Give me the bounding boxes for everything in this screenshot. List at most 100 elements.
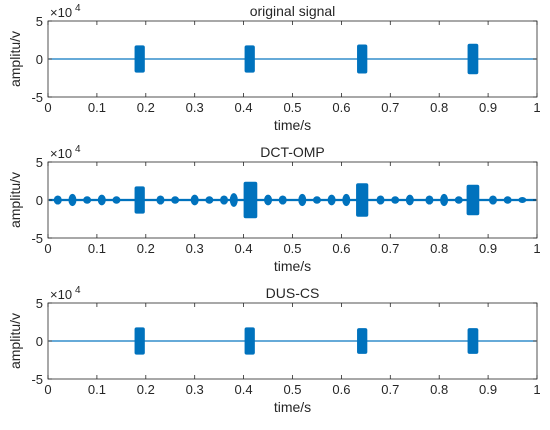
signal-series [49,327,536,355]
x-tick-label: 0.3 [186,100,204,115]
chart-panel-3: 0 0.1 0.2 0.3 0.4 0.5 0.6 0.7 0.8 0.9 150-5×10 4 DUS… [7,285,541,415]
signal-burst [243,181,258,219]
signal-burst [134,45,145,73]
x-tick-label: 0.8 [430,241,448,256]
chart-panel-2: 0 0.1 0.2 0.3 0.4 0.5 0.6 0.7 0.8 0.9 150-5×10 4 DCT… [7,144,541,274]
y-tick-label: 0 [36,334,43,349]
y-multiplier: ×10 [50,287,72,302]
noise-burst [425,195,434,205]
noise-burst [327,194,336,206]
signal-burst [467,328,479,354]
x-tick-label: 0 [44,241,51,256]
noise-burst [488,195,497,205]
x-tick-label: 0.1 [88,382,106,397]
noise-burst [391,196,400,204]
y-tick-label: 5 [36,14,43,29]
x-tick-label: 0.7 [381,241,399,256]
y-tick-label: -5 [31,90,43,105]
chart-title: DCT-OMP [260,144,325,160]
noise-burst [190,194,199,206]
signal-burst [244,327,255,355]
signal-baseline [49,340,536,342]
noise-burst [229,193,238,207]
noise-burst [171,196,180,204]
noise-burst [298,193,307,207]
noise-burst [53,195,62,205]
x-tick-label: 0.6 [332,382,350,397]
y-tick-label: 5 [36,296,43,311]
x-tick-label: 0.2 [137,241,155,256]
signal-series [49,181,536,219]
y-exponent: 4 [75,285,81,296]
noise-burst [278,195,287,205]
y-multiplier: ×10 [50,146,72,161]
x-tick-label: 0 [44,382,51,397]
noise-burst [112,196,121,204]
x-tick-label: 0.8 [430,100,448,115]
x-tick-label: 0.5 [283,100,301,115]
y-tick-label: 0 [36,193,43,208]
signal-burst [467,43,479,75]
noise-burst [405,194,414,206]
x-tick-label: 0.6 [332,241,350,256]
x-tick-label: 0.6 [332,100,350,115]
noise-burst [205,196,214,204]
signal-baseline [49,198,536,202]
x-tick-label: 1 [533,382,540,397]
chart-panel-1: 0 0.1 0.2 0.3 0.4 0.5 0.6 0.7 0.8 0.9 150-5×10 4 ori… [7,3,541,133]
noise-burst [264,194,273,206]
signal-burst [357,328,368,354]
x-tick-label: 0.7 [381,100,399,115]
x-tick-label: 0 [44,100,51,115]
noise-burst [83,196,92,204]
noise-burst [220,195,229,205]
noise-burst [503,196,512,204]
noise-burst [68,193,77,207]
y-multiplier: ×10 [50,5,72,20]
signal-burst [466,184,480,216]
x-tick-label: 0.4 [235,100,253,115]
noise-burst [97,194,106,206]
x-tick-label: 0.9 [479,382,497,397]
signal-burst [134,327,145,355]
x-axis-label: time/s [274,399,311,415]
signal-series [49,43,536,75]
y-tick-label: -5 [31,372,43,387]
x-tick-label: 0.7 [381,382,399,397]
noise-burst [156,195,165,205]
signal-burst [357,44,368,74]
signal-burst [244,45,255,73]
noise-burst [342,193,351,207]
signal-baseline [49,58,536,60]
x-tick-label: 0.3 [186,241,204,256]
x-tick-label: 0.9 [479,100,497,115]
x-tick-label: 1 [533,241,540,256]
x-tick-label: 0.5 [283,241,301,256]
x-tick-label: 0.9 [479,241,497,256]
noise-burst [518,196,527,204]
x-axis-label: time/s [274,258,311,274]
y-axis-label: amplitu/v [7,31,23,87]
x-tick-label: 0.2 [137,100,155,115]
x-tick-label: 0.3 [186,382,204,397]
x-tick-label: 0.8 [430,382,448,397]
signal-burst [356,183,369,217]
noise-burst [454,196,463,204]
chart-title: original signal [250,3,336,19]
y-tick-label: 0 [36,52,43,67]
signal-burst [134,186,145,214]
y-axis-label: amplitu/v [7,313,23,369]
noise-burst [440,193,449,207]
noise-burst [312,196,321,204]
x-tick-label: 0.1 [88,100,106,115]
y-tick-label: 5 [36,155,43,170]
y-exponent: 4 [75,3,81,14]
x-tick-label: 0.1 [88,241,106,256]
x-tick-label: 0.2 [137,382,155,397]
y-axis-label: amplitu/v [7,172,23,228]
noise-burst [376,195,385,205]
x-tick-label: 0.4 [235,241,253,256]
x-tick-label: 1 [533,100,540,115]
y-exponent: 4 [75,144,81,155]
